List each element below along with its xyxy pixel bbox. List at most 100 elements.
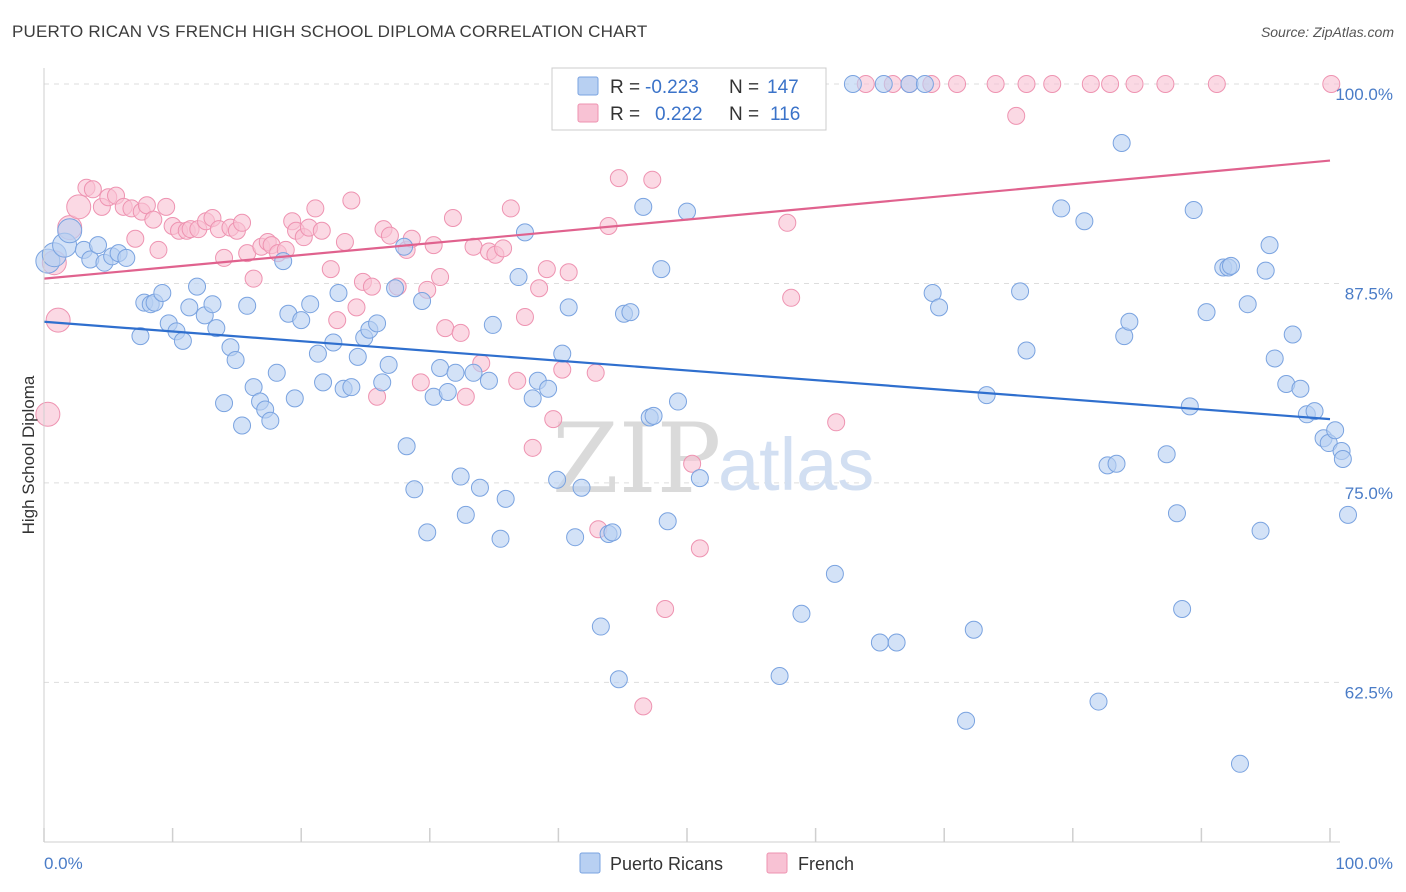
french-point bbox=[1125, 74, 1144, 93]
puerto-rican-point bbox=[668, 392, 687, 411]
puerto-rican-point bbox=[644, 406, 663, 425]
puerto-rican-point bbox=[1197, 303, 1216, 322]
puerto-rican-point bbox=[153, 284, 172, 303]
puerto-rican-point bbox=[233, 416, 252, 435]
french-point bbox=[312, 221, 331, 240]
puerto-rican-point bbox=[509, 268, 528, 287]
scatter-points bbox=[35, 74, 1358, 773]
french-point bbox=[321, 260, 340, 279]
puerto-rican-point bbox=[438, 382, 457, 401]
french-point bbox=[656, 600, 675, 619]
series-legend-label-french: French bbox=[798, 854, 854, 874]
puerto-rican-point bbox=[1291, 379, 1310, 398]
french-point bbox=[443, 209, 462, 228]
puerto-rican-point bbox=[1120, 312, 1139, 331]
french-point bbox=[126, 229, 145, 248]
french-point bbox=[530, 279, 549, 298]
puerto-rican-point bbox=[572, 478, 591, 497]
puerto-rican-point bbox=[770, 667, 789, 686]
puerto-rican-point bbox=[1112, 134, 1131, 153]
puerto-rican-point bbox=[1238, 295, 1257, 314]
french-point bbox=[144, 210, 163, 229]
puerto-rican-point bbox=[887, 633, 906, 652]
legend-r-value: 0.222 bbox=[655, 104, 703, 125]
puerto-rican-point bbox=[690, 469, 709, 488]
puerto-rican-point bbox=[1305, 402, 1324, 421]
puerto-rican-point bbox=[1221, 256, 1240, 275]
puerto-rican-point bbox=[523, 389, 542, 408]
puerto-rican-point bbox=[1107, 454, 1126, 473]
french-point bbox=[1322, 74, 1341, 93]
puerto-rican-trend-line bbox=[43, 320, 1331, 421]
puerto-rican-point bbox=[603, 523, 622, 542]
puerto-rican-point bbox=[173, 331, 192, 350]
y-axis-title: High School Diploma bbox=[19, 375, 38, 534]
puerto-rican-point bbox=[1230, 754, 1249, 773]
french-point bbox=[347, 298, 366, 317]
puerto-rican-point bbox=[652, 260, 671, 279]
puerto-rican-point bbox=[609, 670, 628, 689]
puerto-rican-point bbox=[678, 202, 696, 221]
french-point bbox=[362, 277, 381, 296]
french-point bbox=[523, 438, 542, 457]
axes: 62.5% 75.0% 87.5% 100.0% 0.0% 100.0% bbox=[43, 68, 1393, 873]
stats-legend: R = -0.223 N = 147 R = 0.222 N = 116 bbox=[551, 67, 827, 131]
puerto-rican-point bbox=[1256, 261, 1275, 280]
french-point bbox=[1156, 74, 1175, 93]
puerto-rican-point bbox=[451, 467, 470, 486]
legend-r-label: R = bbox=[610, 77, 640, 98]
puerto-rican-point bbox=[117, 248, 136, 267]
french-point bbox=[634, 697, 653, 716]
french-point bbox=[424, 236, 443, 255]
puerto-rican-point bbox=[1251, 521, 1270, 540]
puerto-rican-point bbox=[348, 347, 367, 366]
x-tick-label: 0.0% bbox=[44, 854, 83, 873]
french-point bbox=[782, 288, 801, 307]
puerto-rican-point bbox=[515, 223, 534, 242]
french-point bbox=[431, 268, 450, 287]
puerto-rican-point bbox=[483, 315, 502, 334]
puerto-rican-point bbox=[1283, 325, 1302, 344]
puerto-rican-point bbox=[131, 327, 150, 346]
puerto-rican-point bbox=[373, 373, 392, 392]
puerto-rican-point bbox=[977, 386, 996, 405]
french-point bbox=[586, 363, 605, 382]
puerto-rican-point bbox=[1339, 505, 1358, 524]
puerto-rican-point bbox=[843, 74, 862, 93]
french-point bbox=[948, 74, 967, 93]
french-point bbox=[553, 360, 572, 379]
puerto-rican-point bbox=[405, 480, 424, 499]
legend-n-label: N = bbox=[729, 77, 759, 98]
french-point bbox=[66, 194, 92, 220]
french-point bbox=[609, 169, 628, 188]
legend-r-label: R = bbox=[610, 104, 640, 125]
puerto-rican-point bbox=[1265, 349, 1284, 368]
puerto-rican-point bbox=[379, 355, 398, 374]
french-point bbox=[335, 232, 354, 251]
puerto-rican-point bbox=[479, 371, 498, 390]
series-legend: Puerto Ricans French bbox=[579, 852, 854, 874]
french-point bbox=[149, 240, 168, 259]
puerto-rican-point bbox=[900, 74, 919, 93]
puerto-rican-point bbox=[238, 296, 257, 315]
puerto-rican-point bbox=[413, 291, 432, 310]
legend-n-value: 116 bbox=[770, 104, 800, 125]
y-tick-label: 62.5% bbox=[1345, 683, 1393, 702]
puerto-rican-point bbox=[180, 298, 199, 317]
french-point bbox=[451, 323, 470, 342]
french-point bbox=[986, 74, 1005, 93]
y-tick-label: 87.5% bbox=[1345, 284, 1393, 303]
puerto-rican-point bbox=[874, 74, 893, 93]
puerto-rican-point bbox=[57, 218, 83, 244]
french-point bbox=[544, 410, 563, 429]
puerto-rican-point bbox=[1052, 199, 1071, 218]
puerto-rican-point bbox=[418, 523, 437, 542]
puerto-rican-point bbox=[342, 378, 361, 397]
french-trend-line bbox=[43, 159, 1331, 280]
trend-lines bbox=[43, 159, 1331, 421]
puerto-rican-point bbox=[308, 344, 327, 363]
grid-lines bbox=[44, 83, 1340, 683]
puerto-rican-point bbox=[1180, 397, 1199, 416]
puerto-rican-point bbox=[89, 236, 108, 255]
puerto-rican-point bbox=[207, 319, 226, 338]
